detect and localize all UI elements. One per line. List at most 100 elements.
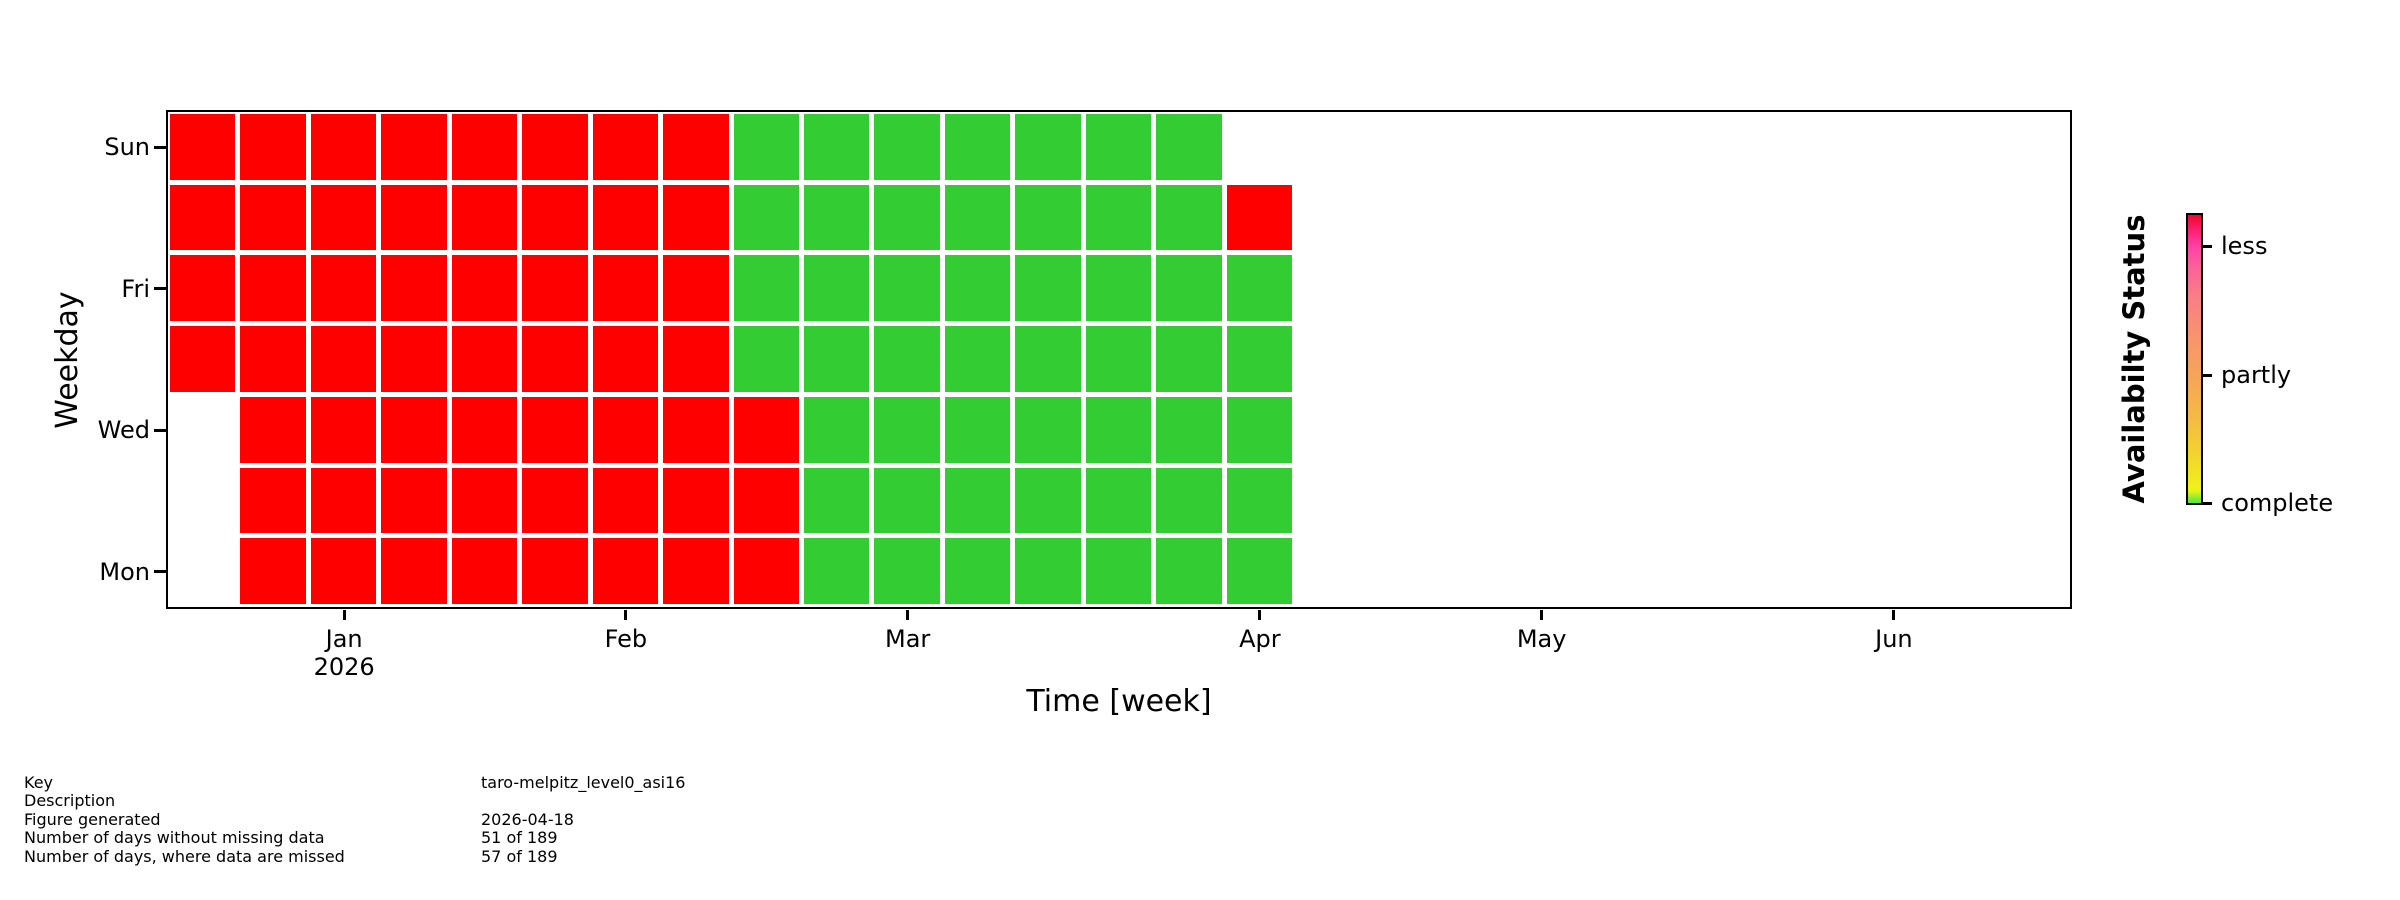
heatmap-cell-thu-w9 (733, 326, 799, 392)
heatmap-cell-sat-w9 (733, 184, 799, 251)
heatmap-cell-wed-w6 (522, 396, 588, 463)
heatmap-cell-sun-w12 (944, 114, 1011, 180)
heatmap-cell-thu-w13 (1015, 326, 1081, 392)
x-tick-mark (1892, 610, 1896, 620)
x-tick-mark (624, 610, 628, 620)
heatmap-cell-thu-w11 (874, 326, 940, 392)
x-tick-label: Jun (1875, 625, 1913, 653)
heatmap-cell-mon-w9 (733, 538, 799, 604)
footer-row-label: Figure generated (24, 809, 161, 829)
heatmap-cell-sun-w14 (1085, 114, 1152, 180)
colorbar-tick-label: partly (2221, 361, 2292, 390)
heatmap-cell-fri-w9 (733, 255, 799, 322)
heatmap-cell-sat-w11 (874, 184, 940, 251)
y-axis-label: Weekday (50, 291, 85, 429)
heatmap-cell-thu-w6 (522, 326, 588, 392)
heatmap-cell-sat-w7 (592, 184, 659, 251)
heatmap-cell-tue-w5 (451, 467, 518, 534)
footer-row-label: Number of days without missing data (24, 828, 325, 848)
heatmap-cell-thu-w12 (944, 326, 1011, 392)
heatmap-cell-wed-w16 (1226, 396, 1293, 463)
heatmap-cell-tue-w13 (1015, 467, 1081, 534)
heatmap-cell-mon-w2 (240, 538, 306, 604)
heatmap-cell-sun-w2 (240, 114, 306, 180)
y-tick-mark (153, 287, 166, 291)
heatmap-cell-sun-w7 (592, 114, 659, 180)
x-tick-mark (1540, 610, 1544, 620)
heatmap-cell-mon-w13 (1015, 538, 1081, 604)
heatmap-cell-mon-w5 (451, 538, 518, 604)
heatmap-cell-sat-w14 (1085, 184, 1152, 251)
heatmap-cell-mon-w8 (663, 538, 729, 604)
heatmap-cell-tue-w2 (240, 467, 306, 534)
heatmap-cell-tue-w4 (381, 467, 447, 534)
x-tick-mark (906, 610, 910, 620)
x-tick-label: Apr (1239, 625, 1281, 653)
heatmap-cell-sun-w3 (310, 114, 377, 180)
x-tick-mark (1258, 610, 1262, 620)
heatmap-cell-wed-w15 (1156, 396, 1222, 463)
colorbar-tick-label: less (2221, 232, 2268, 261)
y-tick-label: Fri (121, 274, 150, 303)
footer-row-value: taro-melpitz_level0_asi16 (481, 772, 686, 792)
heatmap-cell-fri-w6 (522, 255, 588, 322)
heatmap-cell-sat-w16 (1226, 184, 1293, 251)
heatmap-cell-thu-w16 (1226, 326, 1293, 392)
footer-row-label: Description (24, 791, 116, 811)
heatmap-cell-tue-w14 (1085, 467, 1152, 534)
heatmap-cell-tue-w10 (804, 467, 870, 534)
heatmap-cell-tue-w12 (944, 467, 1011, 534)
x-tick-year-label: 2026 (313, 653, 375, 681)
heatmap-cell-sat-w1 (170, 184, 236, 251)
heatmap-cell-wed-w10 (804, 396, 870, 463)
footer-row-value: 51 of 189 (481, 828, 558, 848)
heatmap-cell-fri-w13 (1015, 255, 1081, 322)
heatmap-cell-sun-w15 (1156, 114, 1222, 180)
heatmap-cell-mon-w15 (1156, 538, 1222, 604)
heatmap-cell-sun-w10 (804, 114, 870, 180)
heatmap-cell-tue-w7 (592, 467, 659, 534)
heatmap-cell-thu-w10 (804, 326, 870, 392)
heatmap-cell-thu-w14 (1085, 326, 1152, 392)
heatmap-cell-mon-w4 (381, 538, 447, 604)
heatmap-cell-sat-w8 (663, 184, 729, 251)
heatmap-cell-fri-w11 (874, 255, 940, 322)
footer-row-label: Key (24, 772, 54, 792)
heatmap-cell-sat-w2 (240, 184, 306, 251)
heatmap-cell-wed-w11 (874, 396, 940, 463)
footer-row-label: Number of days, where data are missed (24, 846, 345, 866)
heatmap-cell-wed-w4 (381, 396, 447, 463)
heatmap-cell-thu-w8 (663, 326, 729, 392)
heatmap-cell-mon-w10 (804, 538, 870, 604)
x-tick-label: Jan (325, 625, 363, 653)
heatmap-cell-sat-w6 (522, 184, 588, 251)
heatmap-cell-tue-w3 (310, 467, 377, 534)
heatmap-cell-wed-w12 (944, 396, 1011, 463)
colorbar-tick-label: complete (2221, 489, 2334, 517)
heatmap-cell-mon-w16 (1226, 538, 1293, 604)
y-tick-label: Sun (104, 133, 150, 162)
heatmap-cell-fri-w3 (310, 255, 377, 322)
heatmap-cell-sun-w4 (381, 114, 447, 180)
heatmap-cell-fri-w15 (1156, 255, 1222, 322)
colorbar-tick-mark (2203, 244, 2212, 248)
x-tick-label: Feb (604, 625, 648, 653)
heatmap-cell-tue-w8 (663, 467, 729, 534)
colorbar-axis-label: Availabilty Status (2117, 214, 2151, 504)
heatmap-cell-sun-w13 (1015, 114, 1081, 180)
colorbar-tick-mark (2203, 501, 2212, 505)
y-tick-mark (153, 145, 166, 149)
heatmap-cell-sun-w1 (170, 114, 236, 180)
heatmap-cell-wed-w7 (592, 396, 659, 463)
y-tick-mark (153, 428, 166, 432)
heatmap-cell-tue-w11 (874, 467, 940, 534)
heatmap-cell-sun-w6 (522, 114, 588, 180)
heatmap-cell-sun-w11 (874, 114, 940, 180)
heatmap-cell-fri-w7 (592, 255, 659, 322)
heatmap-cell-thu-w5 (451, 326, 518, 392)
heatmap-cell-tue-w16 (1226, 467, 1293, 534)
heatmap-cell-fri-w1 (170, 255, 236, 322)
heatmap-cell-thu-w2 (240, 326, 306, 392)
heatmap-cell-tue-w15 (1156, 467, 1222, 534)
